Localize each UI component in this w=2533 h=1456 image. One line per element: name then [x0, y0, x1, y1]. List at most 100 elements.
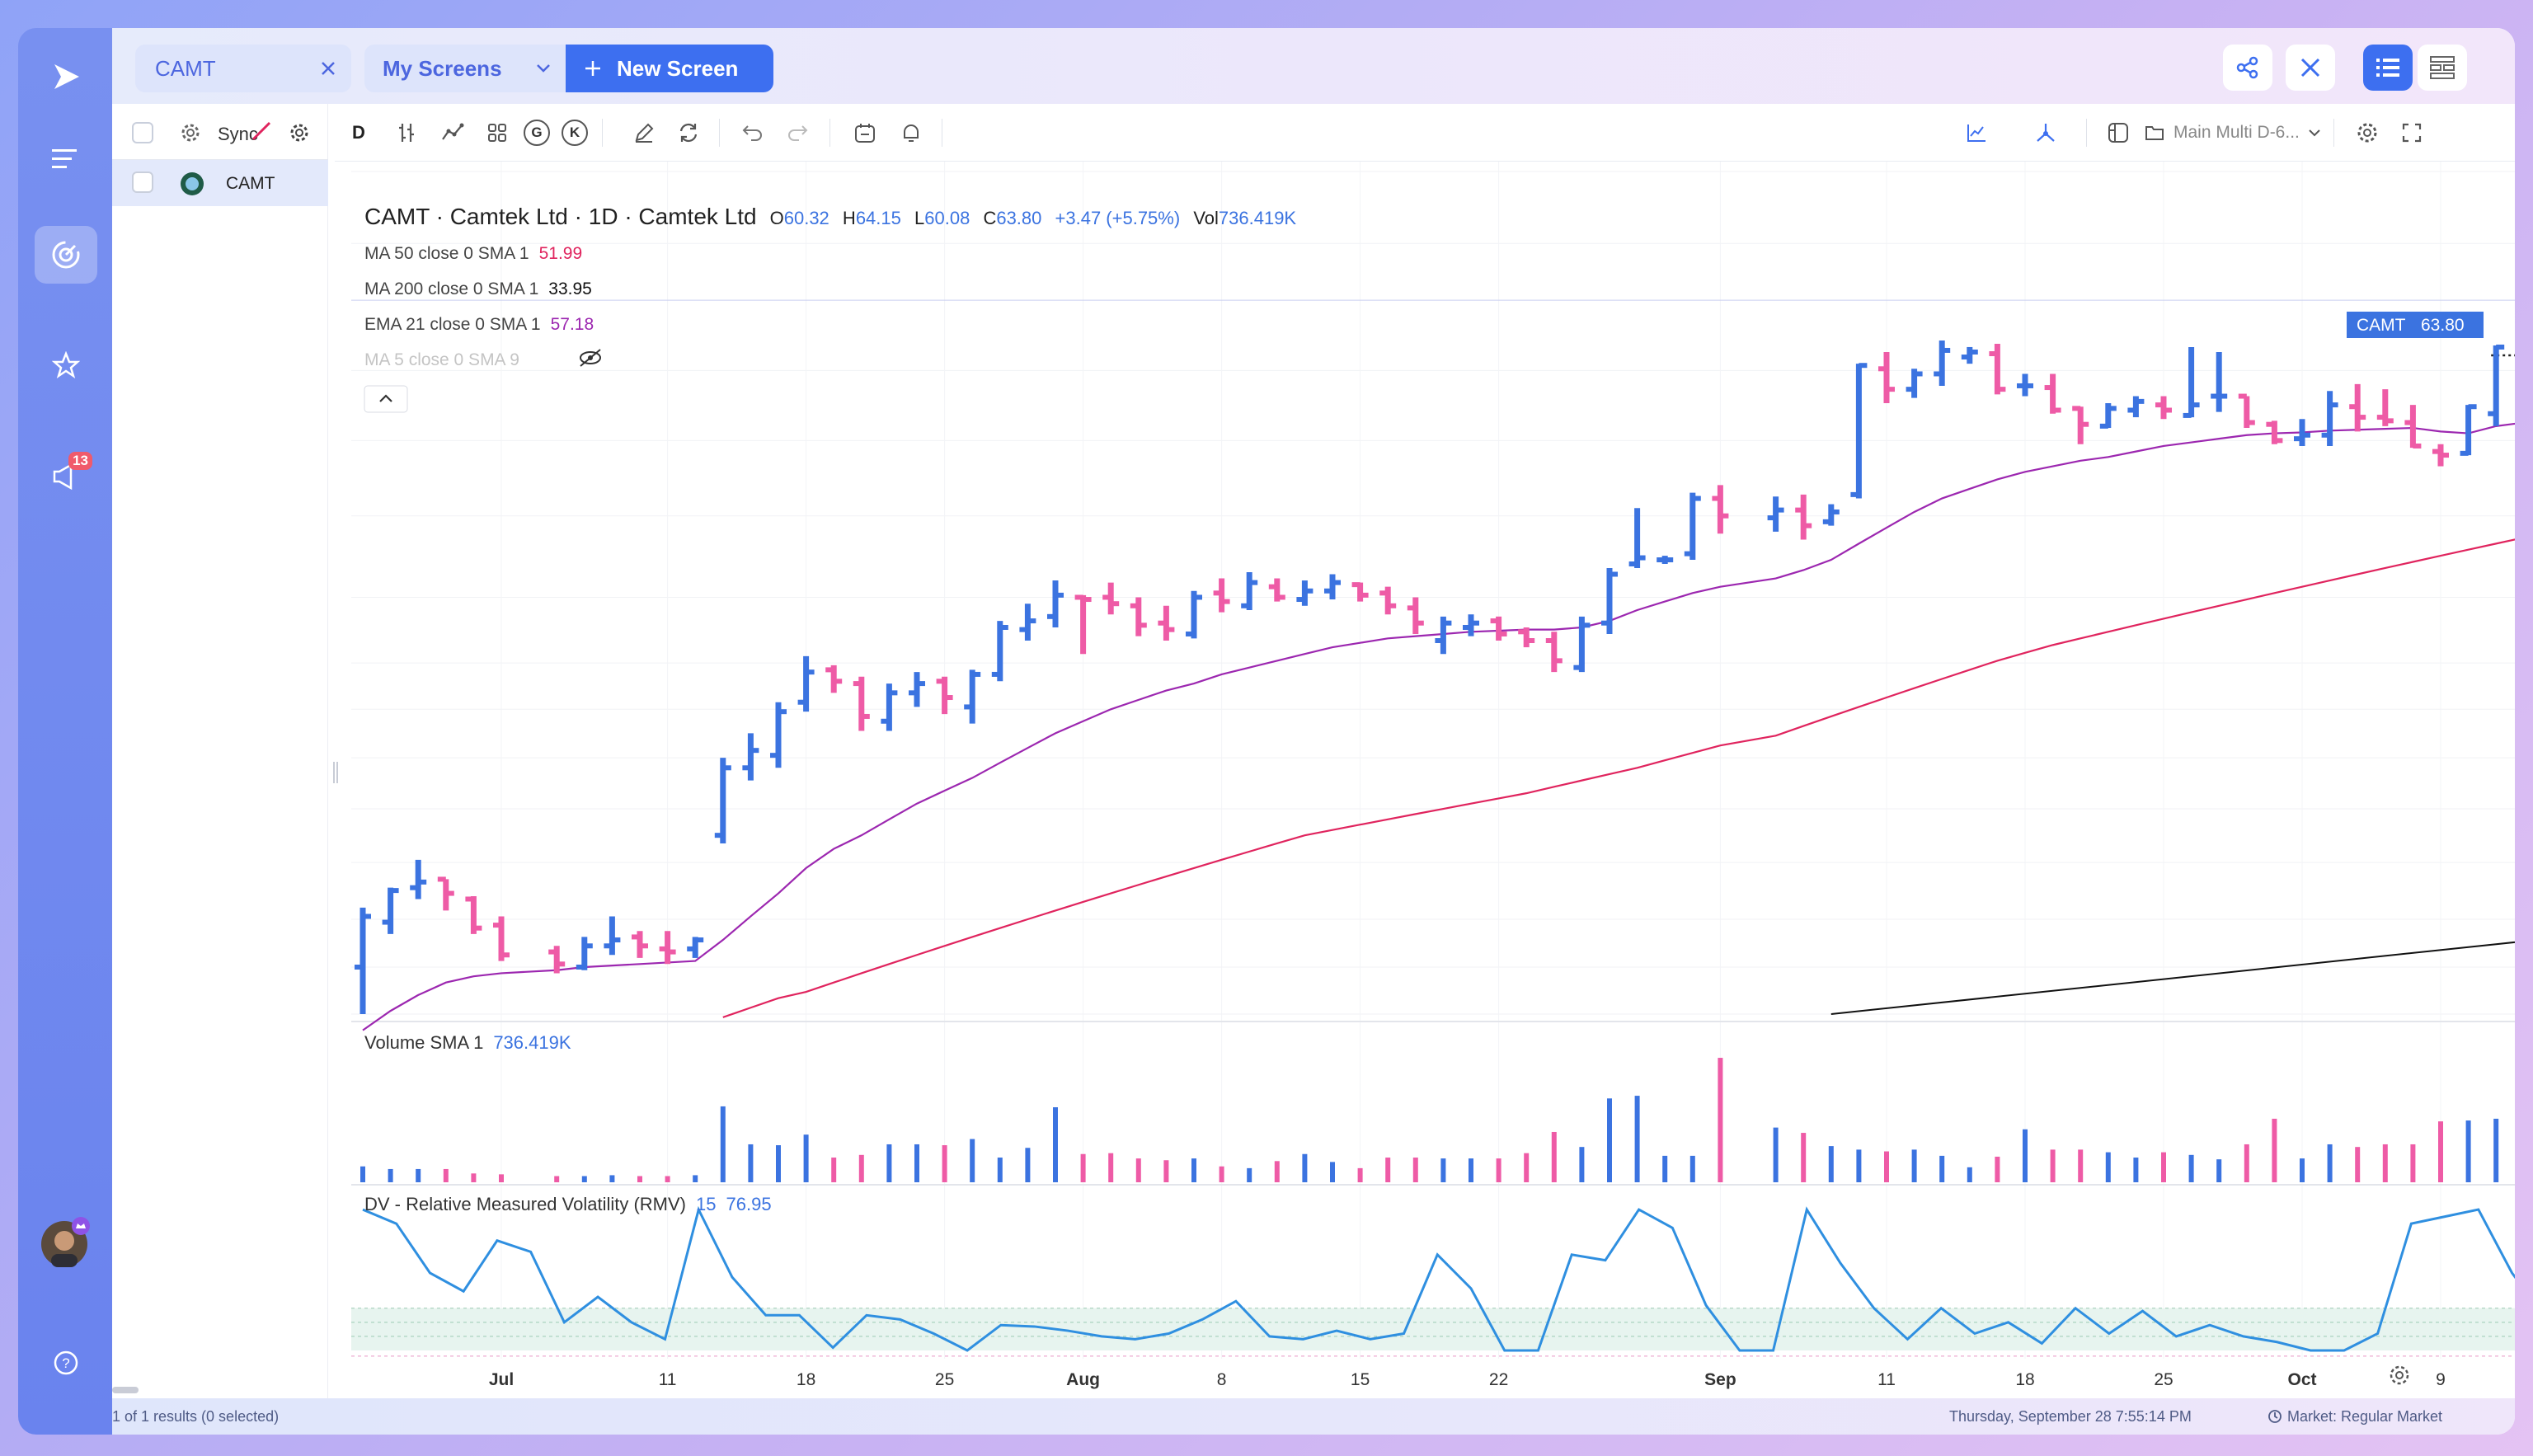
radar-icon[interactable]	[35, 226, 97, 284]
new-screen-button[interactable]: New Screen	[566, 45, 773, 92]
calendar-icon[interactable]	[844, 114, 886, 152]
draw-pencil-icon[interactable]	[623, 114, 665, 152]
watchlist-row[interactable]: CAMT	[112, 160, 328, 206]
ohlc-bar	[659, 931, 676, 965]
app-window: CAMT My Screens New Screen Sync	[112, 28, 2515, 1435]
indicator-ma200[interactable]: MA 200 close 0 SMA 1 33.95	[364, 279, 592, 298]
time-tick-label: 11	[1877, 1370, 1896, 1389]
volume-bar	[2105, 1152, 2111, 1182]
volume-bar	[1330, 1162, 1335, 1182]
volume-bar	[997, 1158, 1003, 1182]
indicator-ma5-hidden[interactable]: MA 5 close 0 SMA 9	[364, 350, 519, 369]
share-button[interactable]	[2223, 45, 2272, 91]
chart-settings-icon[interactable]	[2347, 114, 2388, 152]
redo-icon[interactable]	[777, 114, 818, 152]
row-checkbox[interactable]	[132, 171, 153, 193]
settings-gear-icon[interactable]	[178, 120, 203, 145]
undo-icon[interactable]	[732, 114, 773, 152]
chart-type-icon[interactable]	[1956, 114, 1997, 152]
volume-bar	[2327, 1144, 2333, 1182]
volume-bar	[443, 1168, 449, 1182]
ohlc-bar	[1324, 574, 1341, 600]
volume-bar	[1773, 1127, 1779, 1182]
compare-icon[interactable]	[2025, 114, 2066, 152]
fullscreen-icon[interactable]	[2391, 114, 2432, 152]
volume-bar	[2023, 1129, 2028, 1182]
megaphone-icon[interactable]: 13	[35, 447, 97, 505]
chart-area[interactable]: 72.5067.5059.5055.5051.5047.5044.5042.50…	[351, 162, 2515, 1435]
g-button[interactable]: G	[516, 114, 557, 152]
refresh-icon[interactable]	[668, 114, 709, 152]
volume-bar	[2272, 1118, 2277, 1182]
select-all-checkbox[interactable]	[132, 122, 153, 143]
toolbar-divider	[2086, 119, 2087, 147]
layout-icon[interactable]	[2098, 114, 2139, 152]
grid-view-button[interactable]	[2418, 45, 2467, 91]
indicators-icon[interactable]	[432, 114, 473, 152]
time-tick-label: Jul	[489, 1370, 514, 1389]
ohlc-readout: O60.32 H64.15 L60.08 C63.80 +3.47 (+5.75…	[770, 208, 1297, 228]
indicator-ema21[interactable]: EMA 21 close 0 SMA 1 57.18	[364, 315, 594, 334]
volume-bar	[1689, 1155, 1695, 1182]
tab-camt[interactable]: CAMT	[135, 45, 351, 92]
time-tick-label: 8	[1217, 1370, 1227, 1389]
ohlc-bar	[1158, 605, 1175, 641]
time-axis-settings-icon[interactable]	[2390, 1365, 2409, 1385]
templates-icon[interactable]	[477, 114, 518, 152]
bar-style-icon[interactable]	[386, 114, 427, 152]
star-icon[interactable]	[35, 336, 97, 394]
ohlc-bar	[1518, 627, 1535, 648]
ema21-line	[362, 422, 2515, 1031]
panel-resize-handle[interactable]	[333, 762, 338, 783]
volume-bar	[1718, 1058, 1723, 1182]
price-chart[interactable]: 72.5067.5059.5055.5051.5047.5044.5042.50…	[351, 162, 2515, 1398]
ohlc-bar	[964, 669, 981, 724]
x-share-button[interactable]	[2286, 45, 2335, 91]
logo-play-icon[interactable]	[35, 48, 97, 106]
ohlc-bar	[853, 676, 870, 731]
sync-label[interactable]: Sync	[218, 124, 258, 144]
rmv-legend[interactable]: DV - Relative Measured Volatility (RMV) 1…	[364, 1194, 772, 1214]
ohlc-bar	[1296, 580, 1313, 606]
alert-bell-icon[interactable]	[891, 114, 932, 152]
ohlc-bar	[1351, 582, 1369, 602]
gear-icon[interactable]	[287, 120, 312, 145]
ohlc-close: 63.80	[996, 208, 1041, 228]
ohlc-bar	[1628, 508, 1646, 568]
ohlc-bar	[2294, 419, 2310, 446]
ohlc-bar	[2211, 351, 2228, 412]
eye-hidden-icon[interactable]	[580, 349, 601, 367]
ohlc-bar	[2155, 396, 2172, 420]
volume-legend[interactable]: Volume SMA 1 736.419K	[364, 1032, 571, 1053]
volume-bar	[831, 1158, 837, 1182]
volume-bar	[1828, 1146, 1834, 1182]
ohlc-bar	[1961, 346, 1978, 364]
indicator-value: 57.18	[551, 315, 594, 334]
ohlc-c-label: C	[983, 208, 996, 228]
k-button[interactable]: K	[554, 114, 595, 152]
close-icon[interactable]	[320, 60, 336, 77]
ohlc-bar	[493, 916, 510, 961]
volume-bar	[1191, 1158, 1196, 1182]
my-screens-dropdown[interactable]: My Screens	[364, 45, 566, 92]
indicator-ma50[interactable]: MA 50 close 0 SMA 1 51.99	[364, 244, 582, 263]
list-icon	[2376, 59, 2399, 77]
help-icon[interactable]: ?	[35, 1334, 97, 1392]
volume-bar	[1108, 1153, 1114, 1182]
menu-lines-icon[interactable]	[35, 130, 97, 188]
ohlc-bar	[2238, 393, 2255, 429]
ohlc-bar	[576, 937, 593, 970]
ohlc-bar	[742, 733, 759, 781]
collapse-legend-button[interactable]	[364, 385, 408, 413]
chart-toolbar: D G K Main Multi D-6...	[335, 104, 2515, 162]
horizontal-scrollbar[interactable]	[112, 1387, 139, 1393]
interval-button[interactable]: D	[352, 122, 365, 143]
list-view-button[interactable]	[2363, 45, 2413, 91]
user-avatar[interactable]	[35, 1214, 97, 1271]
volume-bar	[1579, 1147, 1585, 1182]
indicator-label: MA 50 close 0 SMA 1	[364, 244, 529, 263]
volume-bar	[388, 1168, 393, 1182]
layout-selector[interactable]: Main Multi D-6...	[2144, 114, 2325, 152]
rmv-label: DV - Relative Measured Volatility (RMV)	[364, 1194, 686, 1214]
ohlc-high: 64.15	[856, 208, 901, 228]
